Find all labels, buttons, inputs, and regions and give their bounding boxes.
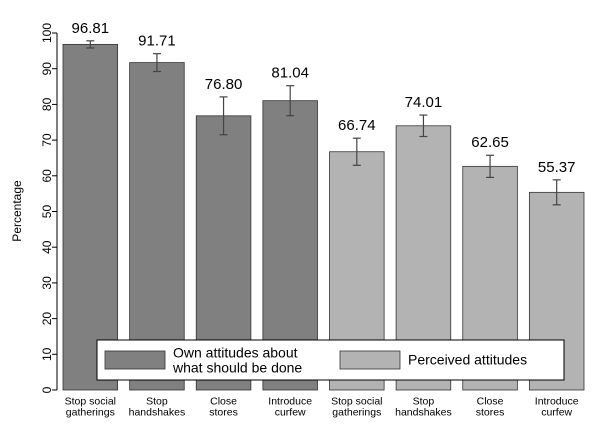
legend-swatch	[339, 350, 401, 370]
y-tick-label: 60	[40, 169, 54, 183]
y-tick-label: 70	[40, 133, 54, 147]
value-label: 55.37	[538, 159, 576, 176]
x-tick-label: Stop social gatherings	[65, 395, 116, 418]
x-tick-label: Stop handshakes	[395, 395, 452, 418]
value-label: 96.81	[72, 20, 110, 37]
x-tick-label: Introduce curfew	[268, 395, 312, 418]
y-tick-label: 30	[40, 276, 54, 290]
x-tick-label: Stop social gatherings	[331, 395, 382, 418]
y-tick-label: 80	[40, 97, 54, 111]
x-tick-label: Close stores	[476, 395, 505, 418]
value-label: 81.04	[271, 65, 309, 82]
value-label: 74.01	[405, 94, 443, 111]
value-label: 66.74	[338, 117, 376, 134]
bar	[62, 43, 119, 391]
x-tick-label: Close stores	[209, 395, 238, 418]
x-tick-label: Introduce curfew	[535, 395, 579, 418]
y-tick-label: 100	[40, 23, 54, 43]
legend-box	[96, 339, 565, 381]
value-label: 62.65	[471, 134, 509, 151]
value-label: 76.80	[205, 76, 243, 93]
y-axis-title: Percentage	[10, 180, 24, 242]
legend-swatch	[104, 350, 166, 370]
y-tick-label: 50	[40, 205, 54, 219]
legend-label: Own attitudes about what should be done	[172, 344, 302, 375]
y-tick-label: 10	[40, 347, 54, 361]
x-tick-label: Stop handshakes	[129, 395, 186, 418]
legend-label: Perceived attitudes	[408, 352, 527, 368]
y-tick-label: 40	[40, 240, 54, 254]
y-tick-label: 20	[40, 312, 54, 326]
y-tick-label: 90	[40, 62, 54, 76]
y-tick-label: 0	[40, 386, 54, 393]
value-label: 91.71	[138, 33, 176, 50]
bar	[129, 62, 185, 391]
